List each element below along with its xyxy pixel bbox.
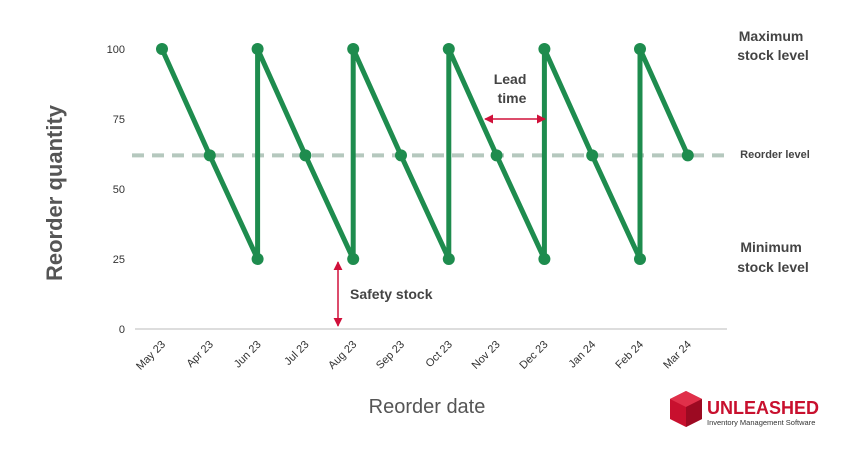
brand-name: UNLEASHED [707, 398, 819, 418]
data-point [347, 253, 360, 265]
data-point [538, 43, 551, 55]
safety-stock-label: Safety stock [350, 286, 433, 302]
x-tick-label: May 23 [134, 339, 168, 373]
series-group [156, 43, 694, 265]
y-tick-label: 100 [107, 44, 125, 56]
x-tick-label: Sep 23 [374, 339, 407, 372]
data-point [251, 253, 264, 265]
annotations: Maximum stock level Reorder level Minimu… [333, 28, 810, 327]
lead-time-label: Lead time [494, 71, 531, 106]
unleashed-logo: UNLEASHED Inventory Management Software [670, 391, 819, 427]
y-axis-title: Reorder quantity [42, 104, 67, 281]
reorder-level-label: Reorder level [740, 149, 810, 161]
data-point [681, 149, 694, 162]
max-level-label: Maximum stock level [737, 28, 809, 63]
max-level-line-2: stock level [737, 47, 809, 63]
brand-tagline: Inventory Management Software [707, 418, 815, 427]
x-tick-label: Dec 23 [517, 339, 550, 372]
x-tick-label: Jun 23 [232, 339, 264, 371]
max-level-line-1: Maximum [739, 28, 804, 44]
x-tick-label: Jan 24 [566, 339, 598, 371]
x-tick-label: Mar 24 [661, 339, 694, 372]
x-tick-label: Feb 24 [613, 339, 646, 372]
y-tick-label: 50 [113, 184, 125, 196]
data-point [490, 149, 503, 162]
x-tick-label: Nov 23 [470, 339, 503, 372]
data-point [395, 149, 407, 162]
lead-time-line-2: time [498, 90, 527, 106]
data-point [586, 149, 599, 162]
data-point [634, 43, 646, 55]
unleashed-cube-icon [670, 391, 702, 427]
x-tick-label: Jul 23 [282, 339, 311, 368]
data-point [634, 253, 646, 265]
data-point [538, 253, 551, 265]
data-point [299, 149, 312, 162]
x-tick-label: Aug 23 [326, 339, 359, 372]
lead-time-line-1: Lead [494, 71, 527, 87]
y-tick-label: 0 [119, 324, 125, 336]
data-point [442, 43, 455, 55]
y-tick-label: 75 [113, 114, 125, 126]
x-tick-label: Oct 23 [424, 339, 455, 370]
min-level-line-2: stock level [737, 259, 809, 275]
min-level-label: Minimum stock level [737, 239, 809, 275]
data-point [203, 149, 216, 162]
data-point [347, 43, 360, 55]
axes: 0 25 50 75 100 May 23 Apr 23 Jun 23 Jul 23 Aug 23… [107, 44, 727, 373]
data-point [251, 43, 264, 55]
data-point [442, 253, 455, 265]
min-level-line-1: Minimum [740, 239, 801, 255]
data-point [156, 43, 168, 55]
y-tick-label: 25 [113, 254, 125, 266]
x-tick-label: Apr 23 [185, 339, 216, 370]
x-axis-title: Reorder date [369, 396, 486, 418]
